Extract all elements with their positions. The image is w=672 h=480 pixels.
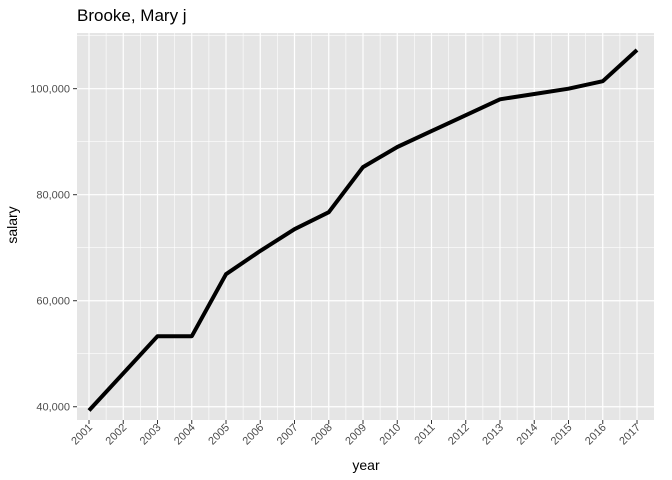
y-tick-label: 80,000 [36,190,70,202]
y-axis-title: salary [4,206,20,243]
x-axis-title: year [352,457,380,473]
x-tick-label: 2006 [241,422,267,448]
x-tick-label: 2008 [309,422,335,448]
x-tick-label: 2016 [583,422,609,448]
major-gridlines [77,33,654,420]
x-tick-label: 2015 [549,422,575,448]
x-tick-label: 2010 [378,422,404,448]
y-tick-label: 40,000 [36,402,70,414]
x-tick-label: 2005 [206,422,232,448]
x-tick-label: 2013 [480,422,506,448]
x-tick-label: 2003 [138,422,164,448]
y-axis-ticks: 40,000 60,000 80,000 100,000 [30,84,77,414]
salary-series-line [87,48,639,412]
x-tick-label: 2012 [446,422,472,448]
x-tick-label: 2009 [343,422,369,448]
y-tick-label: 100,000 [30,84,70,96]
y-tick-label: 60,000 [36,296,70,308]
x-tick-label: 2017 [617,422,643,448]
x-tick-label: 2011 [412,422,437,447]
x-axis-ticks: 2001 2002 2003 2004 2005 2006 2007 2008 2009 2010… [69,420,643,447]
x-tick-label: 2014 [515,422,541,448]
chart-title: Brooke, Mary j [77,6,187,25]
x-tick-label: 2001 [69,422,95,448]
x-tick-label: 2002 [104,422,130,448]
minor-gridlines [77,33,654,420]
plot-panel [77,33,654,420]
x-tick-label: 2007 [275,422,301,448]
x-tick-label: 2004 [172,422,198,448]
